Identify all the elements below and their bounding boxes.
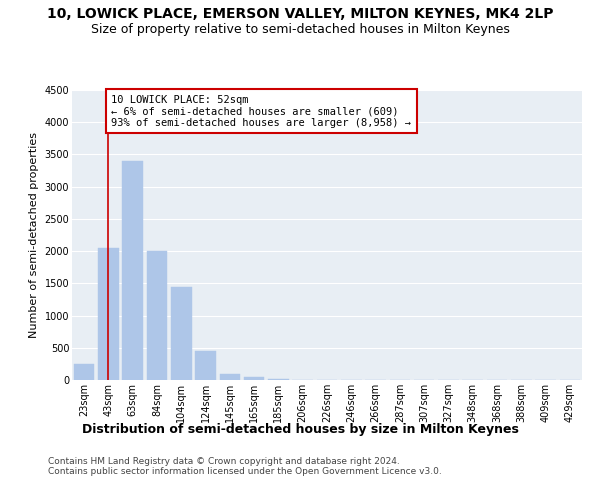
Text: Size of property relative to semi-detached houses in Milton Keynes: Size of property relative to semi-detach… [91, 22, 509, 36]
Bar [146, 251, 167, 380]
Bar [98, 248, 119, 380]
Bar [195, 351, 216, 380]
Y-axis label: Number of semi-detached properties: Number of semi-detached properties [29, 132, 39, 338]
Bar [74, 364, 94, 380]
Text: Distribution of semi-detached houses by size in Milton Keynes: Distribution of semi-detached houses by … [82, 422, 518, 436]
Bar [122, 161, 143, 380]
Text: 10 LOWICK PLACE: 52sqm
← 6% of semi-detached houses are smaller (609)
93% of sem: 10 LOWICK PLACE: 52sqm ← 6% of semi-deta… [112, 94, 412, 128]
Text: Contains HM Land Registry data © Crown copyright and database right 2024.: Contains HM Land Registry data © Crown c… [48, 458, 400, 466]
Bar [268, 378, 289, 380]
Text: Contains public sector information licensed under the Open Government Licence v3: Contains public sector information licen… [48, 468, 442, 476]
Text: 10, LOWICK PLACE, EMERSON VALLEY, MILTON KEYNES, MK4 2LP: 10, LOWICK PLACE, EMERSON VALLEY, MILTON… [47, 8, 553, 22]
Bar [220, 374, 240, 380]
Bar [171, 286, 191, 380]
Bar [244, 377, 265, 380]
